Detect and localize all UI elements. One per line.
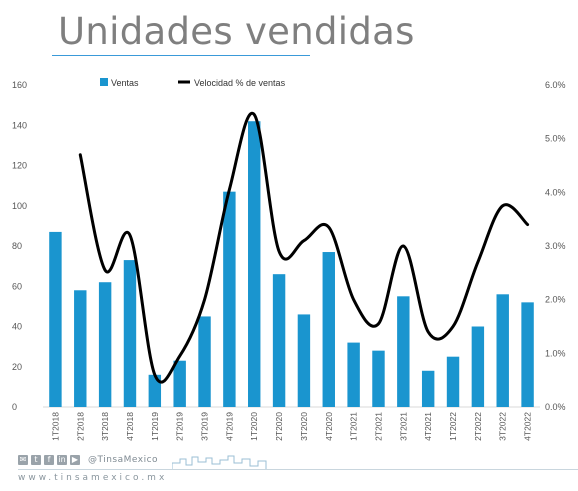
legend-swatch-ventas xyxy=(100,78,108,86)
bar xyxy=(148,374,162,407)
x-tick-label: 1T2018 xyxy=(50,412,60,441)
y-left-tick-label: 20 xyxy=(12,362,22,372)
social-icons: ✉ t f in ▶ xyxy=(18,455,80,465)
title-underline xyxy=(52,55,310,56)
y-left-tick-label: 80 xyxy=(12,241,22,251)
bar xyxy=(74,290,87,407)
series-line-velocidad xyxy=(78,111,530,384)
y-left-tick-label: 40 xyxy=(12,322,22,332)
x-tick-label: 4T2022 xyxy=(523,412,533,441)
youtube-icon[interactable]: ▶ xyxy=(70,455,80,465)
bar xyxy=(521,302,534,407)
x-tick-label: 3T2019 xyxy=(200,412,210,441)
linkedin-icon[interactable]: in xyxy=(57,455,67,465)
bar xyxy=(322,252,335,407)
bar xyxy=(471,326,485,407)
facebook-icon[interactable]: f xyxy=(44,455,54,465)
x-tick-label: 4T2021 xyxy=(423,412,433,441)
bar xyxy=(123,260,137,407)
y-left-tick-label: 60 xyxy=(12,281,22,291)
x-tick-label: 3T2021 xyxy=(398,412,408,441)
bar xyxy=(98,282,112,407)
bar xyxy=(446,356,460,407)
x-tick-label: 2T2022 xyxy=(473,412,483,441)
y-right-tick-label: 6.0% xyxy=(545,80,566,90)
y-right-tick-label: 3.0% xyxy=(545,241,566,251)
bar xyxy=(347,342,360,407)
legend-label-velocidad: Velocidad % de ventas xyxy=(194,78,286,88)
x-tick-label: 3T2018 xyxy=(100,412,110,441)
x-tick-label: 4T2018 xyxy=(125,412,135,441)
x-tick-label: 1T2021 xyxy=(349,412,359,441)
y-left-tick-label: 140 xyxy=(12,120,27,130)
footer: ✉ t f in ▶ @TinsaMexico www.tinsamexico.… xyxy=(18,455,578,491)
bar xyxy=(297,314,311,407)
bar xyxy=(198,316,211,407)
share-icon[interactable]: ✉ xyxy=(18,455,28,465)
legend-label-ventas: Ventas xyxy=(111,78,139,88)
x-tick-label: 4T2019 xyxy=(224,412,234,441)
x-tick-label: 3T2022 xyxy=(498,412,508,441)
bar xyxy=(173,360,186,407)
x-tick-label: 1T2022 xyxy=(448,412,458,441)
y-right-tick-label: 5.0% xyxy=(545,134,566,144)
bar xyxy=(372,350,385,407)
x-tick-label: 4T2020 xyxy=(324,412,334,441)
y-right-tick-label: 0.0% xyxy=(545,402,566,412)
y-left-tick-label: 160 xyxy=(12,80,27,90)
x-tick-label: 2T2020 xyxy=(274,412,284,441)
x-tick-label: 1T2020 xyxy=(249,412,259,441)
bar xyxy=(223,191,236,407)
y-left-tick-label: 120 xyxy=(12,161,27,171)
social-handle: @TinsaMexico xyxy=(88,455,159,465)
y-right-tick-label: 1.0% xyxy=(545,348,566,358)
y-left-tick-label: 100 xyxy=(12,201,27,211)
sales-chart: 0 20 40 60 80 100 120 140 160 0.0% 1.0% 2.0% 3.0% 4.0… xyxy=(12,78,566,441)
footer-divider xyxy=(18,469,578,470)
x-tick-label: 2T2019 xyxy=(175,412,185,441)
page-title: Unidades vendidas xyxy=(58,10,415,53)
x-tick-label: 2T2018 xyxy=(75,412,85,441)
x-tick-label: 3T2020 xyxy=(299,412,309,441)
bar xyxy=(421,370,435,407)
twitter-icon[interactable]: t xyxy=(31,455,41,465)
x-tick-label: 2T2021 xyxy=(373,412,383,441)
y-right-tick-label: 4.0% xyxy=(545,187,566,197)
bar xyxy=(496,294,509,407)
bar xyxy=(272,274,286,407)
y-left-tick-label: 0 xyxy=(12,402,17,412)
skyline-logo-icon xyxy=(172,455,267,469)
x-tick-label: 1T2019 xyxy=(150,412,160,441)
bar xyxy=(397,296,410,407)
bar xyxy=(248,121,261,407)
y-right-tick-label: 2.0% xyxy=(545,295,566,305)
website-link[interactable]: www.tinsamexico.mx xyxy=(18,473,168,483)
bar xyxy=(49,231,62,407)
